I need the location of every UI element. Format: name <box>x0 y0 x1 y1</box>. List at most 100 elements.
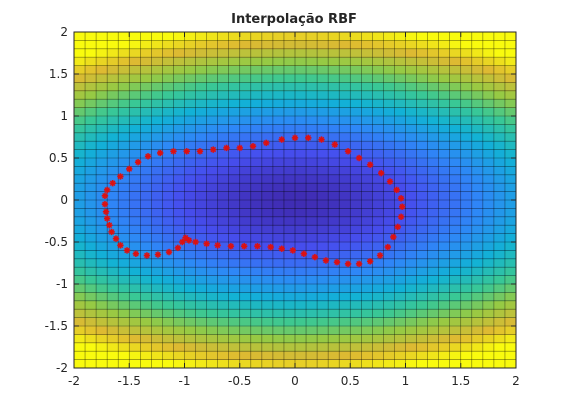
surface-cell <box>460 158 473 167</box>
surface-cell <box>394 359 406 369</box>
surface-cell <box>328 225 340 234</box>
surface-cell <box>129 149 141 159</box>
surface-cell <box>306 300 318 310</box>
surface-cell <box>504 132 517 142</box>
surface-cell <box>449 250 462 260</box>
surface-cell <box>184 90 196 100</box>
surface-cell <box>239 300 252 310</box>
surface-cell <box>493 99 506 108</box>
surface-cell <box>350 132 362 142</box>
surface-cell <box>206 65 219 75</box>
surface-cell <box>317 141 329 150</box>
surface-cell <box>350 317 362 327</box>
surface-cell <box>482 216 495 226</box>
surface-cell <box>361 300 373 310</box>
surface-cell <box>339 267 351 276</box>
surface-cell <box>162 284 174 293</box>
surface-cell <box>272 191 285 201</box>
surface-cell <box>206 359 219 369</box>
surface-cell <box>416 149 428 159</box>
surface-cell <box>328 90 340 100</box>
surface-cell <box>328 40 340 50</box>
surface-cell <box>361 326 373 335</box>
surface-cell <box>184 124 196 134</box>
surface-cell <box>295 309 307 318</box>
contour-series <box>101 134 406 268</box>
surface-cell <box>184 40 196 50</box>
surface-cell <box>460 216 473 226</box>
surface-cell <box>283 200 296 209</box>
surface-cell <box>173 82 185 92</box>
surface-cell <box>317 267 329 276</box>
surface-cell <box>295 233 307 243</box>
surface-cell <box>350 326 362 335</box>
surface-cell <box>107 216 119 226</box>
surface-cell <box>438 174 451 184</box>
contour-point <box>398 203 406 210</box>
surface-cell <box>295 82 307 92</box>
surface-cell <box>129 183 141 192</box>
surface-cell <box>140 132 152 142</box>
surface-cell <box>151 124 163 134</box>
surface-cell <box>107 200 119 209</box>
surface-cell <box>250 90 263 100</box>
surface-cell <box>195 258 207 268</box>
surface-cell <box>471 132 484 142</box>
surface-cell <box>427 208 440 218</box>
surface-cell <box>405 334 417 344</box>
surface-cell <box>295 300 307 310</box>
surface-cell <box>283 334 296 344</box>
surface-cell <box>405 208 417 218</box>
surface-cell <box>328 74 340 83</box>
surface-cell <box>372 48 384 58</box>
surface-cell <box>173 300 185 310</box>
surface-cell <box>74 124 86 134</box>
surface-cell <box>449 275 462 285</box>
surface-cell <box>140 191 152 201</box>
surface-cell <box>295 124 307 134</box>
surface-cell <box>283 107 296 117</box>
surface-cell <box>383 200 395 209</box>
surface-cell <box>96 216 108 226</box>
x-tick-label: 0 <box>291 374 299 388</box>
surface-cell <box>383 233 395 243</box>
surface-cell <box>361 82 373 92</box>
surface-cell <box>195 208 207 218</box>
surface-cell <box>107 107 119 117</box>
surface-cell <box>151 326 163 335</box>
surface-cell <box>427 124 440 134</box>
surface-cell <box>361 309 373 318</box>
surface-cell <box>383 116 395 125</box>
surface-cell <box>383 275 395 285</box>
surface-cell <box>306 40 318 50</box>
surface-cell <box>471 200 484 209</box>
contour-point <box>203 240 210 247</box>
surface-cell <box>239 342 252 352</box>
surface-cell <box>162 65 174 75</box>
surface-cell <box>140 116 152 125</box>
surface-cell <box>261 132 274 142</box>
surface-cell <box>361 284 373 293</box>
surface-cell <box>317 225 329 234</box>
surface-cell <box>295 258 307 268</box>
surface-cell <box>96 158 108 167</box>
surface-cell <box>250 359 263 369</box>
surface-cell <box>85 57 97 66</box>
surface-cell <box>151 200 163 209</box>
surface-cell <box>96 183 108 192</box>
contour-point <box>106 222 113 229</box>
surface-cell <box>272 57 285 66</box>
surface-cell <box>460 208 473 218</box>
surface-cell <box>250 141 263 150</box>
surface-cell <box>261 300 274 310</box>
surface-cell <box>239 48 252 58</box>
surface-cell <box>272 334 285 344</box>
surface-cell <box>361 99 373 108</box>
surface-cell <box>317 107 329 117</box>
surface-cell <box>394 107 406 117</box>
surface-cell <box>96 149 108 159</box>
surface-cell <box>438 149 451 159</box>
surface-cell <box>438 116 451 125</box>
surface-cell <box>372 216 384 226</box>
surface-cell <box>107 124 119 134</box>
